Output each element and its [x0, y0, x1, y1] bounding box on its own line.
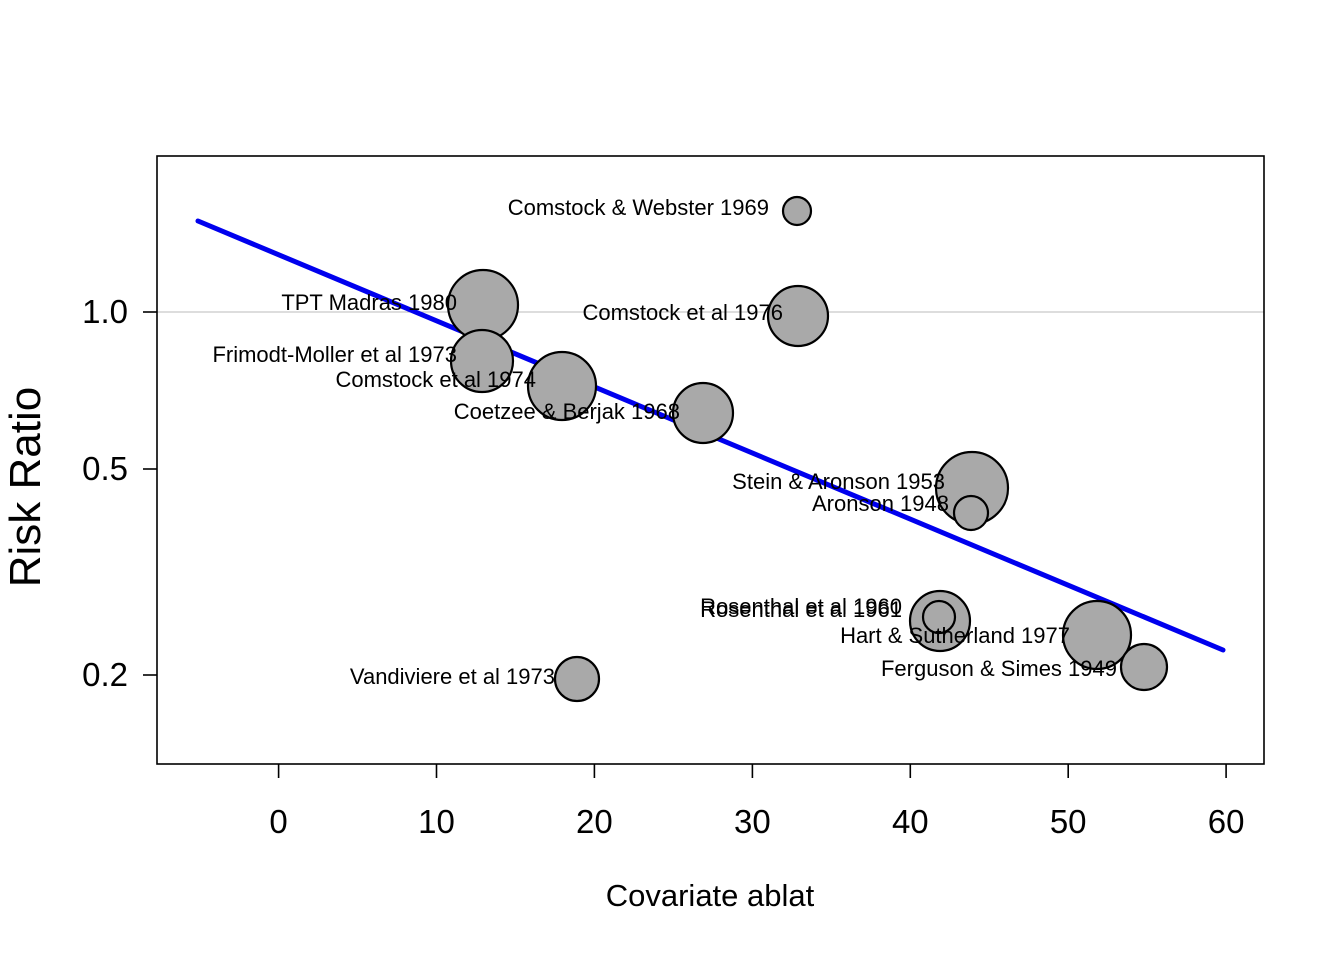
svg-text:Risk Ratio: Risk Ratio: [1, 387, 50, 588]
svg-text:Comstock et al 1976: Comstock et al 1976: [582, 300, 783, 325]
svg-text:Aronson 1948: Aronson 1948: [812, 491, 949, 516]
svg-text:Comstock et al 1974: Comstock et al 1974: [335, 367, 536, 392]
svg-text:0.5: 0.5: [82, 450, 128, 487]
svg-text:Frimodt-Moller et al 1973: Frimodt-Moller et al 1973: [212, 342, 457, 367]
svg-text:Comstock & Webster 1969: Comstock & Webster 1969: [508, 195, 769, 220]
svg-text:Coetzee & Berjak 1968: Coetzee & Berjak 1968: [454, 399, 680, 424]
svg-text:40: 40: [892, 803, 929, 840]
svg-text:50: 50: [1050, 803, 1087, 840]
svg-text:Hart & Sutherland 1977: Hart & Sutherland 1977: [840, 623, 1070, 648]
svg-text:1.0: 1.0: [82, 293, 128, 330]
svg-text:TPT Madras 1980: TPT Madras 1980: [281, 290, 457, 315]
svg-text:Ferguson & Simes 1949: Ferguson & Simes 1949: [881, 656, 1117, 681]
svg-text:0.2: 0.2: [82, 656, 128, 693]
svg-text:20: 20: [576, 803, 613, 840]
svg-text:10: 10: [418, 803, 455, 840]
svg-text:Vandiviere et al 1973: Vandiviere et al 1973: [350, 664, 555, 689]
svg-text:0: 0: [269, 803, 287, 840]
svg-text:30: 30: [734, 803, 771, 840]
svg-text:Rosenthal et al 1961: Rosenthal et al 1961: [700, 597, 902, 622]
svg-text:60: 60: [1208, 803, 1245, 840]
svg-text:Covariate ablat: Covariate ablat: [606, 878, 815, 913]
